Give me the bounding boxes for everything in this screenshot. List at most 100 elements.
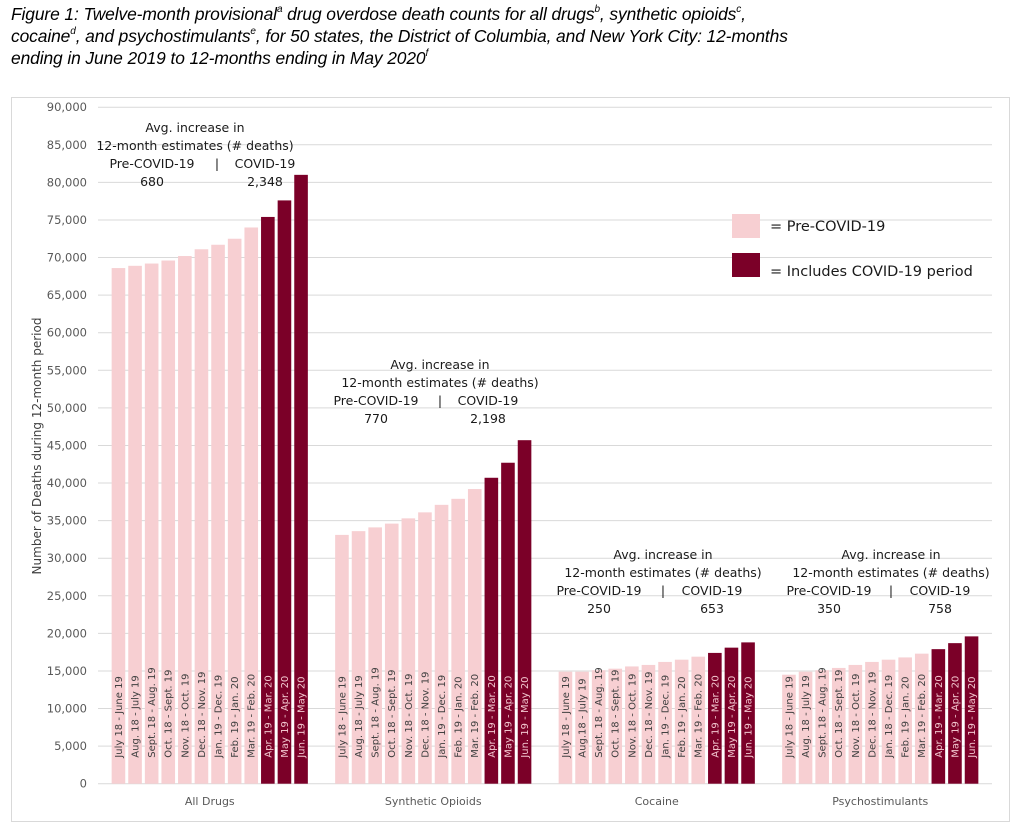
bar-psychostimulants-11 <box>948 643 962 784</box>
y-axis-ticks: 0 5,000 10,000 15,000 20,000 25,000 30,000 35,0… <box>47 100 87 791</box>
annotation-heading: Avg. increase in <box>841 547 940 562</box>
title-text: cocaine <box>11 26 71 46</box>
bar-all-drugs-7 <box>211 244 225 784</box>
bar-label: Oct. 18 - Sept. 19 <box>611 669 622 757</box>
bar-label: Feb. 19 - Jan. 20 <box>454 676 465 757</box>
title-text: , for 50 states, the District of Columbi… <box>255 26 788 46</box>
y-tick-label: 35,000 <box>47 514 87 528</box>
bar-psychostimulants-9 <box>914 653 929 784</box>
y-tick-label: 40,000 <box>47 476 87 490</box>
y-tick-label: 80,000 <box>47 175 87 189</box>
bar-label: Dec. 18 - Nov. 19 <box>867 671 878 757</box>
annotation-pre-covid-label: Pre-COVID-19 <box>556 583 641 598</box>
bar-cocaine-11 <box>724 647 739 784</box>
bar-psychostimulants-1 <box>782 674 796 784</box>
bar-label: Jun. 19 - May 20 <box>967 676 978 758</box>
bar-synthetic-opioids-5 <box>401 518 416 784</box>
bar-all-drugs-1 <box>111 268 126 784</box>
bar-label: Feb. 19 - Jan. 20 <box>230 676 241 757</box>
bar-all-drugs-8 <box>227 238 242 784</box>
bar-label: Jan. 19 - Dec. 19 <box>437 675 448 759</box>
category-labels: All Drugs Synthetic Opioids Cocaine Psychos… <box>185 795 929 808</box>
legend-label-pre-covid: = Pre-COVID-19 <box>770 219 885 235</box>
y-tick-label: 20,000 <box>47 626 87 640</box>
title-text: Figure 1: Twelve-month provisional <box>11 4 277 24</box>
bar-label: Apr. 19 - Mar. 20 <box>710 675 721 757</box>
y-tick-label: 50,000 <box>47 401 87 415</box>
annotation-pre-covid-value: 350 <box>817 601 841 616</box>
bar-cocaine-5 <box>625 666 639 784</box>
y-tick-label: 15,000 <box>47 664 87 678</box>
bar-label: Jun. 19 - May 20 <box>297 676 308 758</box>
bar-label: Jan. 18 - Dec. 19 <box>884 675 895 759</box>
bar-label: Apr. 19 - Mar. 20 <box>263 675 274 757</box>
bar-psychostimulants-7 <box>881 659 896 784</box>
title-text: , synthetic opioids <box>599 4 737 24</box>
annotation-covid-value: 2,198 <box>470 411 506 426</box>
bar-label: Dec. 18 - Nov. 19 <box>420 671 431 757</box>
annotation-heading: Avg. increase in <box>390 357 489 372</box>
bar-synthetic-opioids-6 <box>418 512 432 784</box>
category-label: Psychostimulants <box>832 795 928 808</box>
y-tick-label: 25,000 <box>47 589 87 603</box>
footnote-marker: e <box>250 26 256 38</box>
bar-label: Nov. 18 - Oct. 19 <box>404 674 415 758</box>
bar-label: Oct. 18 - Sept. 19 <box>387 669 398 757</box>
bar-all-drugs-5 <box>178 256 192 784</box>
bar-label: July 18 - June 19 <box>337 676 348 759</box>
annotation-covid-value: 2,348 <box>247 174 283 189</box>
bar-label: Feb. 19 - Jan. 20 <box>901 676 912 757</box>
bar-cocaine-1 <box>558 671 573 784</box>
legend-label-covid: = Includes COVID-19 period <box>770 264 973 280</box>
bar-label: Apr. 19 - Mar. 20 <box>934 675 945 757</box>
bar-psychostimulants-12 <box>964 636 979 784</box>
bar-label: Jan. 19 - Dec. 19 <box>214 675 225 759</box>
bar-label: July 18 - June 19 <box>561 676 572 759</box>
bar-label: Jun. 19 - May 20 <box>520 676 531 758</box>
bar-label: Dec. 18 - Nov. 19 <box>197 671 208 757</box>
bar-label: Nov. 18 - Oct. 19 <box>627 674 638 758</box>
bar-synthetic-opioids-7 <box>434 504 449 784</box>
bar-cocaine-8 <box>674 659 689 784</box>
bar-psychostimulants-8 <box>898 657 912 784</box>
bar-psychostimulants-4 <box>831 667 846 784</box>
annotation-separator: | <box>889 583 893 598</box>
bar-label: Mar. 19 - Feb. 20 <box>470 674 481 758</box>
annotation-pre-covid-label: Pre-COVID-19 <box>333 393 418 408</box>
bar-label: Sept. 18 - Aug. 19 <box>371 667 382 757</box>
bar-label: Feb. 19 - Jan. 20 <box>677 676 688 757</box>
title-text: , <box>741 4 746 24</box>
annotation-subheading: 12-month estimates (# deaths) <box>96 138 293 153</box>
bar-label: Aug. 18 - July 19 <box>801 675 812 757</box>
annotation-heading: Avg. increase in <box>613 547 712 562</box>
bars <box>111 174 979 784</box>
y-tick-label: 70,000 <box>47 251 87 265</box>
title-text: drug overdose death counts for all drugs <box>282 4 595 24</box>
bar-label: Sept. 18 - Aug. 19 <box>147 667 158 757</box>
y-tick-label: 60,000 <box>47 326 87 340</box>
legend: = Pre-COVID-19 = Includes COVID-19 perio… <box>732 214 973 280</box>
bar-label: Apr. 19 - Mar. 20 <box>487 675 498 757</box>
annotation-subheading: 12-month estimates (# deaths) <box>792 565 989 580</box>
bar-label: Mar. 19 - Feb. 20 <box>247 674 258 758</box>
legend-swatch-covid <box>732 253 760 277</box>
bar-cocaine-10 <box>708 652 722 784</box>
annotation-pre-covid-label: Pre-COVID-19 <box>109 156 194 171</box>
annotation-pre-covid-label: Pre-COVID-19 <box>786 583 871 598</box>
bar-cocaine-9 <box>691 656 706 784</box>
bar-all-drugs-6 <box>194 249 209 784</box>
bar-label: Jun. 19 - May 20 <box>744 676 755 758</box>
annotation-pre-covid-value: 770 <box>364 411 388 426</box>
bar-cocaine-7 <box>658 661 672 784</box>
bar-label: Sept. 18 - Aug. 19 <box>594 667 605 757</box>
bar-label: Aug. 18 - July 19 <box>354 675 365 757</box>
annotation-covid-label: COVID-19 <box>235 156 296 171</box>
y-tick-label: 90,000 <box>47 100 87 114</box>
bar-synthetic-opioids-8 <box>451 498 465 784</box>
bar-cocaine-4 <box>608 668 623 784</box>
annotation-covid-value: 653 <box>700 601 724 616</box>
annotation-heading: Avg. increase in <box>145 120 244 135</box>
category-label: All Drugs <box>185 795 235 808</box>
bar-label: May 19 - Apr. 20 <box>727 676 738 758</box>
bar-cocaine-3 <box>591 670 606 784</box>
